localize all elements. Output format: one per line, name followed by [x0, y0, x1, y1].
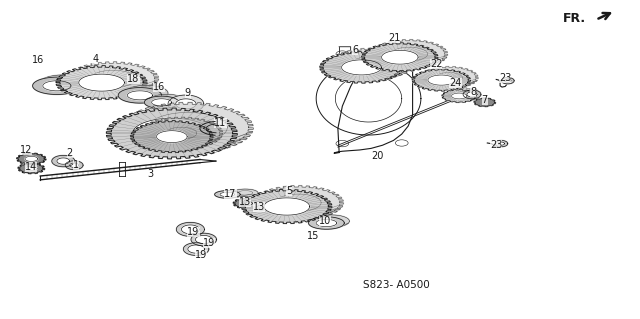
- Text: 23: 23: [499, 72, 511, 83]
- Polygon shape: [342, 60, 381, 75]
- Polygon shape: [52, 155, 75, 167]
- Polygon shape: [122, 102, 253, 153]
- Text: 16: 16: [153, 82, 165, 92]
- Polygon shape: [127, 91, 152, 100]
- Text: 15: 15: [307, 231, 320, 241]
- Polygon shape: [183, 243, 209, 256]
- Polygon shape: [57, 158, 70, 164]
- Polygon shape: [191, 233, 216, 246]
- Polygon shape: [70, 163, 79, 167]
- Text: 4: 4: [92, 55, 99, 64]
- Polygon shape: [320, 52, 403, 83]
- Text: 24: 24: [449, 78, 461, 88]
- Polygon shape: [504, 79, 511, 82]
- Text: 14: 14: [25, 162, 38, 172]
- Polygon shape: [131, 121, 213, 153]
- Polygon shape: [175, 99, 196, 109]
- Polygon shape: [255, 205, 267, 210]
- Polygon shape: [56, 66, 147, 100]
- Polygon shape: [330, 48, 413, 80]
- Polygon shape: [168, 95, 204, 113]
- Polygon shape: [18, 163, 45, 174]
- Text: 12: 12: [20, 145, 33, 155]
- Polygon shape: [452, 93, 467, 99]
- Polygon shape: [467, 92, 477, 97]
- Polygon shape: [176, 222, 204, 236]
- Text: 19: 19: [203, 238, 215, 249]
- Polygon shape: [412, 69, 470, 91]
- Text: 8: 8: [470, 87, 476, 97]
- Text: 3: 3: [148, 169, 154, 179]
- Text: 20: 20: [371, 151, 383, 161]
- Text: 13: 13: [239, 197, 251, 207]
- Text: S823- A0500: S823- A0500: [364, 280, 430, 290]
- Polygon shape: [65, 161, 83, 170]
- Text: 18: 18: [127, 74, 140, 85]
- Text: 10: 10: [319, 216, 332, 226]
- Text: 19: 19: [195, 250, 207, 260]
- Polygon shape: [125, 85, 168, 101]
- Text: +: +: [506, 76, 510, 81]
- Polygon shape: [132, 118, 211, 149]
- Polygon shape: [150, 94, 184, 107]
- Polygon shape: [248, 203, 275, 213]
- Polygon shape: [17, 153, 46, 165]
- Polygon shape: [106, 108, 237, 159]
- Text: 19: 19: [188, 227, 200, 237]
- Polygon shape: [232, 189, 258, 197]
- Polygon shape: [25, 156, 38, 161]
- Polygon shape: [145, 96, 179, 108]
- Polygon shape: [446, 88, 481, 101]
- Polygon shape: [253, 186, 344, 220]
- Text: 16: 16: [31, 56, 44, 65]
- Polygon shape: [140, 117, 223, 149]
- Polygon shape: [308, 217, 344, 229]
- Polygon shape: [188, 245, 204, 253]
- Text: FR.: FR.: [563, 12, 586, 25]
- Polygon shape: [233, 198, 260, 209]
- Text: 7: 7: [482, 95, 488, 105]
- Polygon shape: [463, 90, 481, 99]
- Polygon shape: [220, 192, 235, 197]
- Text: 17: 17: [225, 189, 237, 199]
- Polygon shape: [26, 166, 37, 171]
- Polygon shape: [420, 66, 478, 89]
- Text: 1: 1: [73, 160, 79, 170]
- Polygon shape: [152, 99, 172, 106]
- Polygon shape: [381, 50, 418, 64]
- Polygon shape: [181, 225, 199, 234]
- Polygon shape: [428, 75, 455, 85]
- Polygon shape: [474, 98, 495, 107]
- Polygon shape: [371, 40, 448, 69]
- Text: 2: 2: [67, 147, 73, 158]
- Polygon shape: [118, 88, 162, 103]
- Polygon shape: [264, 198, 310, 215]
- Polygon shape: [314, 215, 349, 227]
- Polygon shape: [157, 131, 187, 143]
- Polygon shape: [33, 77, 81, 94]
- Polygon shape: [241, 189, 332, 224]
- Text: 11: 11: [214, 118, 227, 128]
- Polygon shape: [67, 62, 159, 96]
- Text: 9: 9: [185, 88, 191, 98]
- Text: 21: 21: [388, 33, 400, 43]
- Polygon shape: [195, 235, 212, 244]
- Polygon shape: [79, 74, 124, 91]
- Text: 5: 5: [286, 186, 292, 196]
- Text: 6: 6: [352, 45, 358, 55]
- Text: 23: 23: [490, 140, 502, 150]
- Polygon shape: [43, 81, 71, 91]
- Polygon shape: [501, 78, 514, 84]
- Polygon shape: [241, 201, 252, 206]
- Text: 22: 22: [430, 59, 442, 69]
- Polygon shape: [362, 43, 438, 72]
- Polygon shape: [39, 75, 88, 92]
- Polygon shape: [316, 219, 337, 226]
- Text: 13: 13: [253, 202, 265, 211]
- Polygon shape: [495, 140, 508, 147]
- Polygon shape: [214, 191, 240, 198]
- Polygon shape: [442, 89, 477, 102]
- Polygon shape: [498, 142, 504, 145]
